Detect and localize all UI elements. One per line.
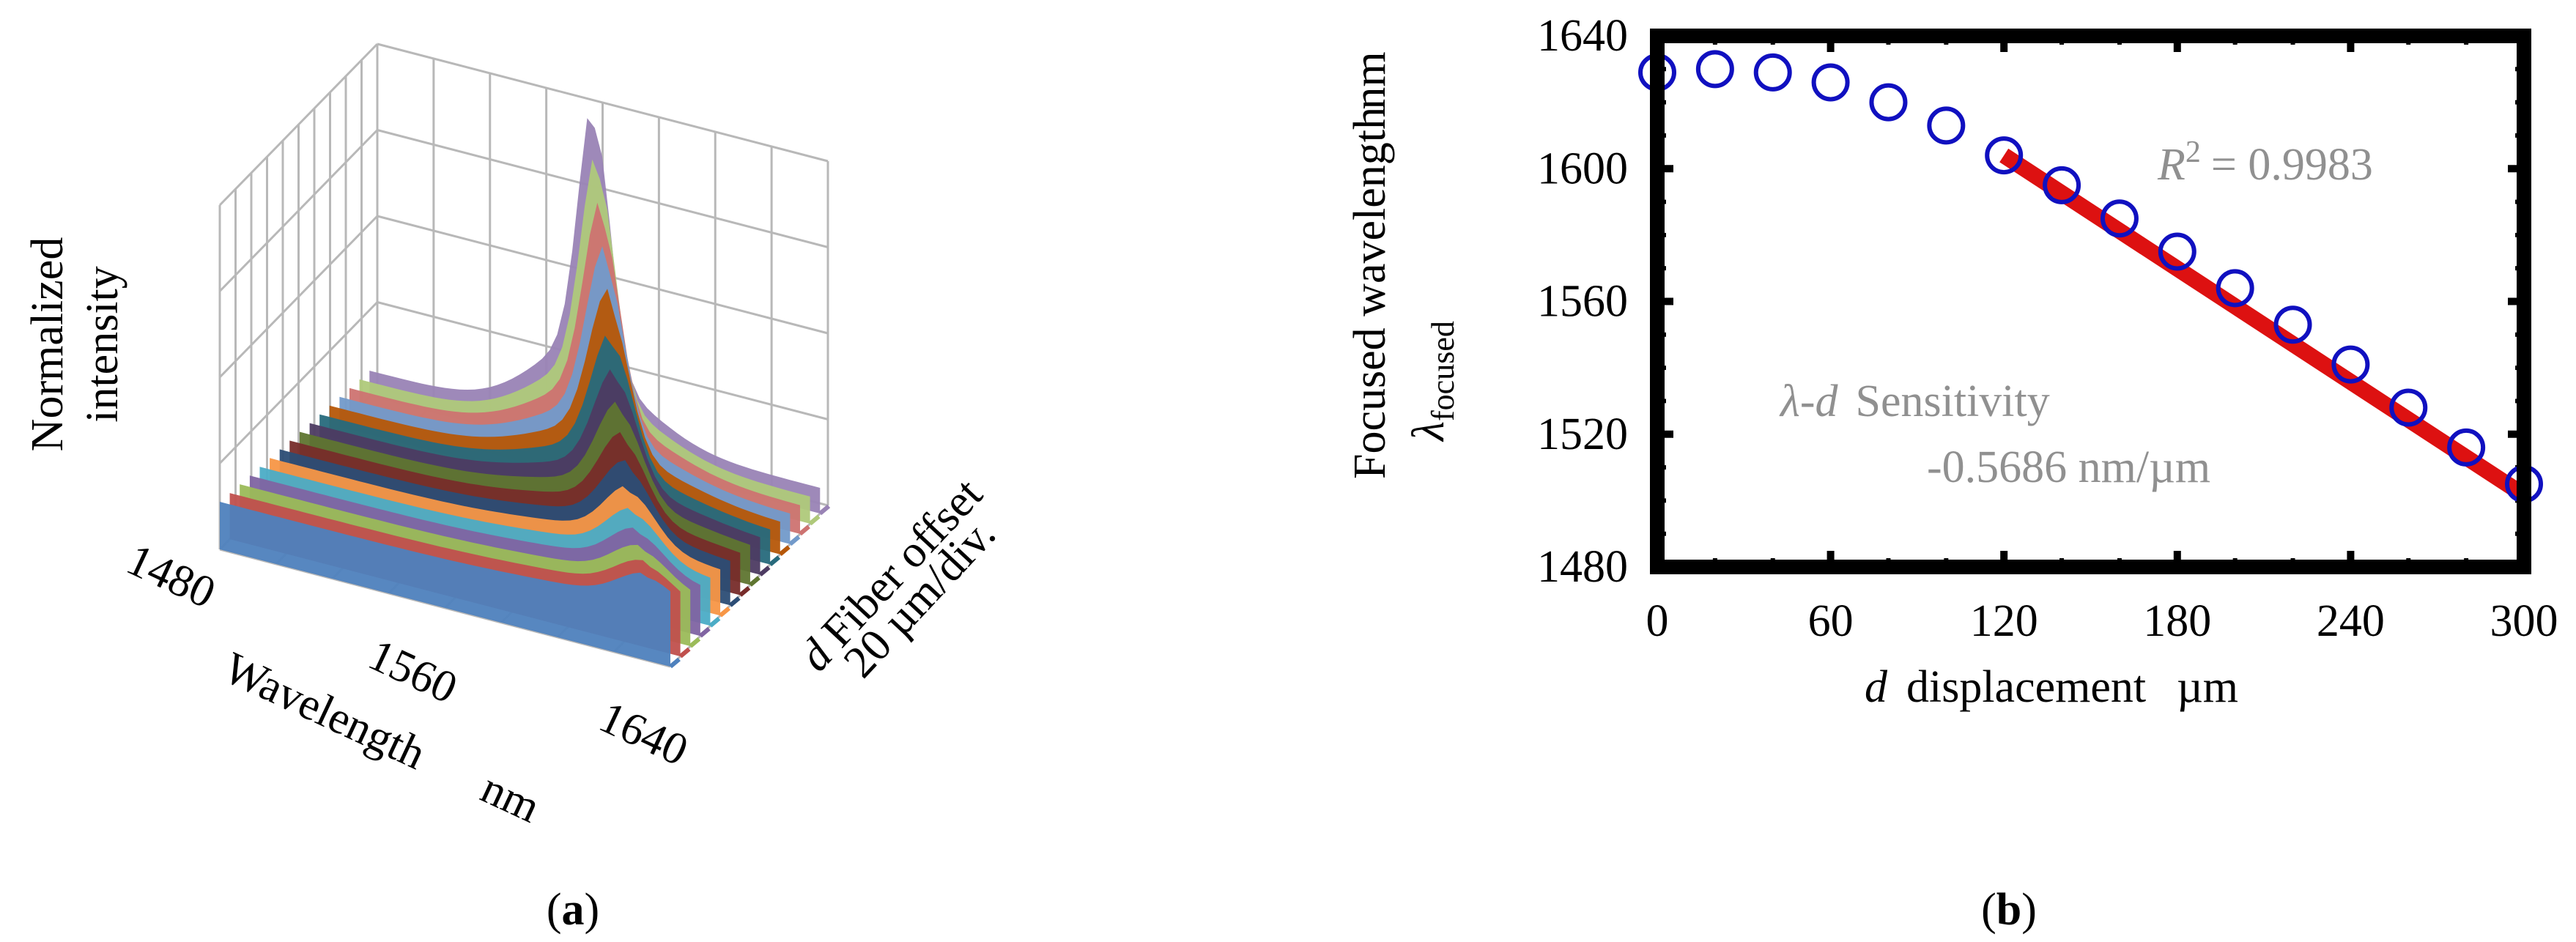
panel-a-spectrum-ribbon — [339, 246, 791, 544]
panel-a-spectrum-edge — [808, 514, 821, 526]
panel-b-data-points — [1638, 50, 2543, 503]
panel-b-data-point — [2389, 388, 2428, 427]
panel-a-spectrum-edge — [708, 616, 721, 628]
panel-a-spectrum-edge — [749, 576, 760, 587]
panel-a-spectrum-edge — [728, 596, 741, 607]
panel-b-data-point — [2447, 428, 2486, 467]
panel-b-r2-annotation: R2 = 0.9983 — [2157, 136, 2373, 190]
panel-a-caption-letter: a — [562, 885, 585, 935]
panel-a-ylabel-line2: intensity — [78, 266, 127, 423]
panel-b-xtick-label: 0 — [1646, 596, 1669, 646]
panel-b-plot-frame — [1650, 29, 2531, 574]
panel-b-data-point — [2158, 232, 2196, 271]
panel-b-caption-letter: b — [1996, 885, 2021, 935]
panel-b-ylabel-symbol-group: λfocused — [1404, 321, 1461, 442]
panel-b-data-point — [2043, 166, 2081, 204]
panel-b-data-point — [1695, 50, 1734, 89]
panel-b-ylabel-symbol: λ — [1404, 421, 1454, 442]
panel-b-data-point — [2273, 305, 2312, 344]
panel-a-spectrum-edge — [778, 545, 791, 557]
panel-a-spectrum-edge — [678, 647, 691, 659]
panel-a-spectrum-edge — [669, 657, 681, 669]
panel-a-xtick-1560: 1560 — [361, 630, 465, 713]
panel-a-sidewall-gridline-h — [218, 301, 379, 464]
panel-a-sidewall-gridline-h — [218, 129, 379, 292]
panel-b-data-point — [1811, 63, 1850, 102]
panel-a-spectrum-edge — [799, 524, 810, 536]
panel-b-ylabel-line1: Focused wavelength — [1345, 107, 1395, 479]
panel-a-spectrum-edge — [719, 607, 731, 618]
panel-b-ytick-label: 1600 — [1537, 144, 1628, 193]
panel-a-ylabel-line1: Normalized — [23, 237, 73, 452]
panel-a-spectrum-ribbon — [220, 502, 670, 667]
panel-a-backwall-gridline-h — [377, 42, 829, 163]
panel-b-ytick-label: 1560 — [1537, 277, 1628, 327]
panel-b-xtick-label: 300 — [2490, 596, 2558, 646]
panel-b-xlabel-unit: µm — [2177, 662, 2238, 712]
panel-b-r2-value: = 0.9983 — [2211, 140, 2373, 190]
panel-b-xtick-label: 180 — [2143, 596, 2211, 646]
panel-a-xlabel-unit: nm — [474, 763, 548, 833]
panel-b-data-point — [2216, 269, 2254, 308]
panel-b-xlabel-var: d — [1865, 662, 1888, 712]
panel-a-caption: (a) — [547, 885, 599, 935]
panel-b-xtick-label: 120 — [1970, 596, 2038, 646]
panel-a-xtick-1480: 1480 — [119, 535, 223, 618]
panel-b-caption-close: ) — [2021, 885, 2037, 935]
panel-b-sens-word: Sensitivity — [1856, 377, 2050, 426]
panel-b-ticks: 0 60 120 180 240 300 1480 1520 1560 1600 1640 — [1537, 11, 2558, 646]
panel-a-sidewall-gridline-h — [218, 42, 379, 207]
panel-a-caption-open: ( — [547, 885, 562, 935]
panel-b-xlabel: d displacement µm — [1865, 662, 2238, 712]
panel-b-ytick-label: 1640 — [1537, 11, 1628, 61]
panel-a-sidewall-gridline-h — [218, 215, 379, 379]
panel-b-data-point — [1985, 136, 2024, 175]
panel-b-caption: (b) — [1981, 885, 2037, 935]
panel-a-spectrum-edge — [689, 637, 701, 648]
panel-b-caption-open: ( — [1981, 885, 1996, 935]
panel-a-spectrum-edge — [788, 535, 801, 546]
svg-text:(a): (a) — [547, 885, 599, 935]
panel-b-ylabel-unit: nm — [1345, 51, 1395, 109]
panel-b-data-point — [1753, 53, 1792, 92]
panel-b-data-point — [1927, 106, 1966, 145]
panel-b-data-point — [2331, 345, 2370, 384]
panel-b-fit-line — [1999, 148, 2529, 502]
panel-b-scatter-plot: 0 60 120 180 240 300 1480 1520 1560 1600 1640 Focu… — [1345, 11, 2558, 935]
panel-a-spectrum-edge — [769, 555, 781, 566]
panel-b-ylabel-subscript: focused — [1425, 321, 1461, 421]
panel-b-ytick-label: 1480 — [1537, 542, 1628, 592]
panel-a-spectrum-edge — [758, 565, 771, 576]
panel-b-r2-var: R — [2157, 140, 2185, 190]
panel-b-ytick-label: 1520 — [1537, 409, 1628, 459]
panel-b-xtick-label: 240 — [2317, 596, 2385, 646]
panel-b-r2-sup: 2 — [2185, 136, 2201, 169]
panel-b-sensitivity-value: -0.5686 nm/µm — [1927, 442, 2210, 492]
svg-text:(b): (b) — [1981, 885, 2037, 935]
panel-a-spectrum-edge — [698, 626, 711, 638]
panel-a-spectrum-edge — [739, 586, 751, 597]
panel-a-spectra-ribbons — [220, 118, 831, 669]
panel-b-sens-symbol: λ-d — [1779, 377, 1838, 426]
panel-b-xlabel-text: displacement — [1906, 662, 2146, 712]
panel-a-caption-close: ) — [585, 885, 600, 935]
panel-a-xtick-1640: 1640 — [592, 692, 695, 776]
panel-b-sensitivity-label: λ-d Sensitivity — [1779, 377, 2050, 426]
panel-b-xtick-label: 60 — [1808, 596, 1854, 646]
panel-b-data-point — [2100, 199, 2139, 238]
panel-a-spectrum-edge — [818, 504, 831, 516]
panel-b-data-point — [1869, 83, 1908, 122]
panel-a-3d-spectra: Normalized intensity 1480 1560 1640 Wave… — [23, 42, 1005, 935]
